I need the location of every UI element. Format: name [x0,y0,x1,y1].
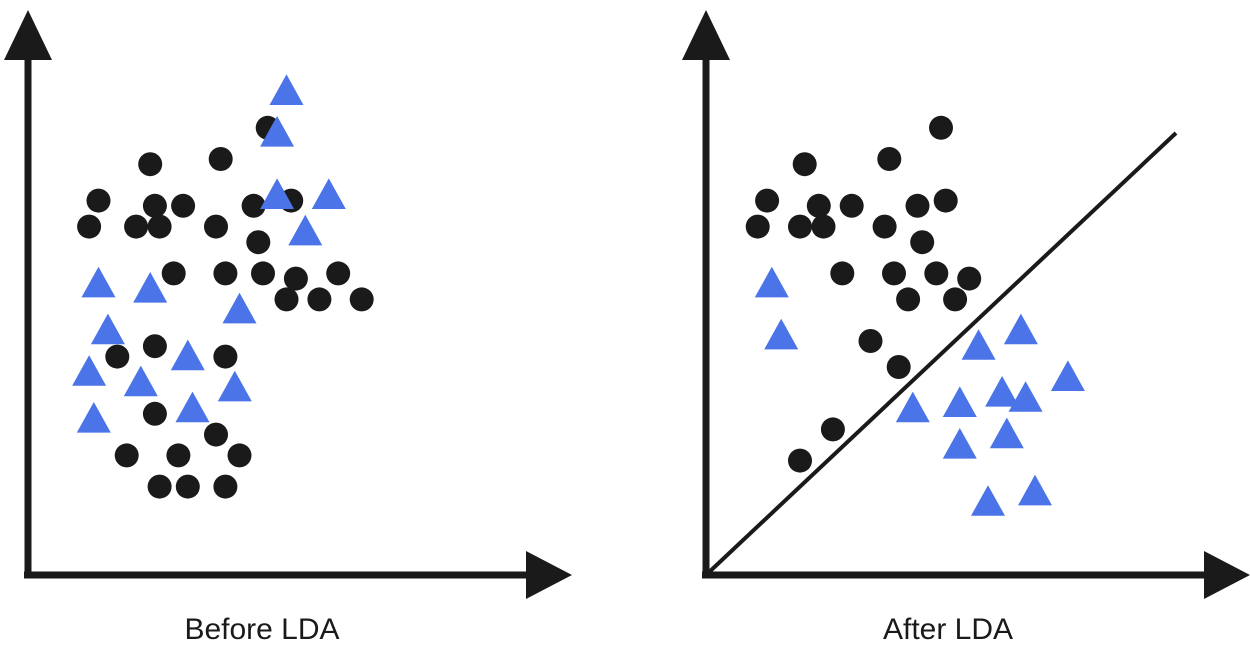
circle-point [204,214,228,239]
triangle-point [895,391,930,423]
circle-point [241,193,266,218]
circle-point [105,344,130,369]
x-axis-arrow-icon [526,551,572,599]
circle-point [213,474,238,499]
triangle-point [260,178,295,209]
circle-point [161,261,186,286]
lda-separator-line [704,131,1178,577]
circle-point [910,230,935,255]
circle-point [882,261,906,286]
circle-point [326,261,351,286]
panel-after: After LDA [682,10,1250,646]
triangle-point [170,339,205,371]
circle-point [171,193,196,218]
triangle-point [217,370,252,402]
triangle-point [989,417,1024,449]
circle-point [886,355,911,379]
circle-point [274,287,299,312]
circle-point [166,443,191,468]
circle-point [872,214,897,239]
x-axis-arrow-icon [1204,551,1250,599]
circle-point [924,261,949,286]
triangle-point [971,485,1005,516]
circle-point [86,188,111,213]
circle-point [147,214,172,239]
triangle-point [754,266,789,298]
triangle-point [1018,474,1052,506]
circle-point [896,287,921,312]
circle-point [788,214,812,239]
triangle-point [76,402,111,433]
circle-point [227,443,252,468]
points-before [72,74,374,499]
circle-point [208,147,233,171]
triangle-point [81,266,116,298]
triangle-point [942,428,977,459]
circle-point [77,214,102,239]
circle-point [213,344,238,369]
circle-point [142,401,167,426]
triangle-point [1050,360,1085,391]
circle-point [138,152,163,177]
circle-point [905,193,930,218]
triangle-point [985,376,1020,407]
circle-point [830,261,855,286]
circle-point [755,188,780,213]
panel-caption: After LDA [883,613,1013,646]
circle-point [877,147,902,171]
triangle-point [123,365,158,397]
triangle-point [311,178,346,209]
circle-point [175,474,200,499]
circle-point [283,266,308,291]
circle-point [929,115,953,140]
circle-point [147,474,172,499]
circle-point [204,422,228,447]
circle-point [349,287,374,312]
triangle-point [72,355,107,386]
triangle-point [1003,313,1038,345]
y-axis-arrow-icon [682,10,730,60]
circle-point [788,448,812,473]
circle-point [806,193,831,218]
circle-point [251,261,275,286]
circle-point [943,287,968,312]
triangle-point [288,214,323,246]
panel-before: Before LDA [4,10,572,646]
circle-point [142,193,167,218]
circle-point [820,417,845,442]
triangle-point [961,329,996,360]
circle-point [246,230,271,255]
triangle-point [222,292,257,324]
triangle-point [260,116,295,147]
circle-point [957,266,982,291]
triangle-point [269,74,304,105]
triangle-point [764,318,799,350]
circle-point [933,188,958,213]
circle-point [307,287,332,312]
circle-point [858,329,883,353]
circle-point [745,214,770,239]
triangle-point [175,391,210,423]
circle-point [792,152,817,177]
triangle-point [1008,381,1043,412]
triangle-point [942,386,977,417]
triangle-point [133,272,168,303]
points-after [745,115,1085,516]
panel-caption: Before LDA [184,613,339,646]
circle-point [213,261,238,286]
circle-point [811,214,836,239]
circle-point [839,193,864,218]
circle-point [114,443,139,468]
y-axis-arrow-icon [4,10,52,60]
triangle-point [90,313,125,345]
circle-point [124,214,149,239]
circle-point [142,334,167,359]
